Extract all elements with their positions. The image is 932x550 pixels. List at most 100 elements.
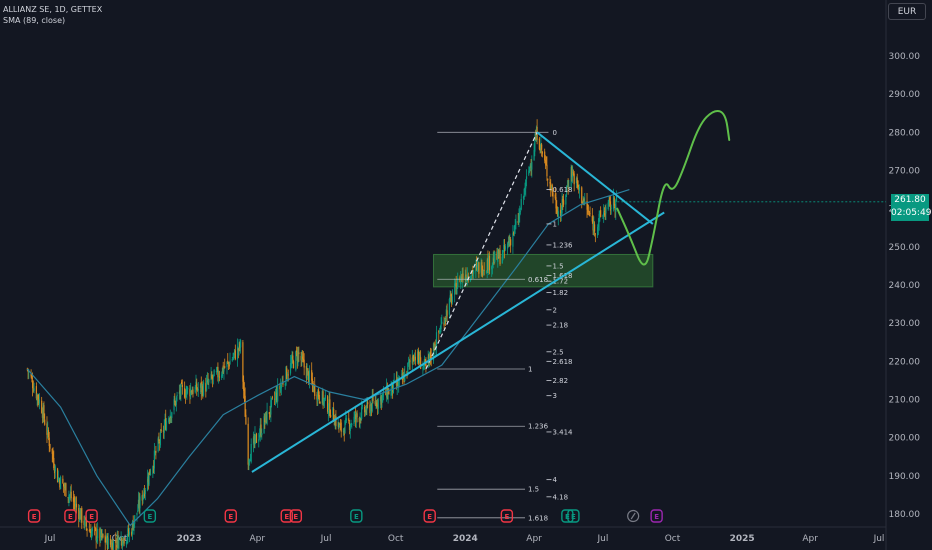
candle-body <box>533 150 535 161</box>
candle-body <box>127 528 129 538</box>
candle-body <box>54 466 56 472</box>
candle <box>504 243 506 252</box>
earnings-icon-letter: E <box>68 513 73 521</box>
candle <box>544 148 546 164</box>
candle <box>279 382 281 397</box>
candle-body <box>476 264 478 266</box>
y-tick-label: 220.00 <box>889 357 921 367</box>
candle-body <box>370 405 372 414</box>
candle-body <box>147 478 149 483</box>
candle <box>266 402 268 426</box>
currency-button[interactable]: EUR <box>888 3 926 20</box>
candle-body <box>409 360 411 362</box>
candle <box>258 428 261 440</box>
candle-body <box>236 346 239 360</box>
candle-body <box>152 466 154 474</box>
candle <box>149 468 152 476</box>
candle-body <box>507 243 509 249</box>
candle <box>481 259 483 277</box>
candle-body <box>213 370 215 377</box>
candle-body <box>560 212 562 217</box>
candle <box>572 169 575 176</box>
candle-body <box>181 384 183 387</box>
candle-body <box>260 424 262 436</box>
candle <box>141 490 143 506</box>
candle-body <box>610 207 612 209</box>
symbol-title[interactable]: ALLIANZ SE, 1D, GETTEX <box>3 5 103 14</box>
candle-body <box>261 432 263 436</box>
last-price-value: 261.80 <box>894 195 926 205</box>
candle <box>507 236 509 248</box>
candle-body <box>380 395 382 405</box>
candle-body <box>153 450 155 469</box>
candle-body <box>412 356 414 360</box>
candle <box>529 163 531 172</box>
candle-body <box>131 521 134 534</box>
candle-body <box>433 343 435 351</box>
candle-body <box>321 390 323 404</box>
candle-body <box>105 540 107 542</box>
earnings-icon <box>500 509 514 523</box>
candle-body <box>608 199 610 203</box>
earnings-icon <box>64 509 77 523</box>
candle <box>68 490 70 507</box>
x-tick-label: 2024 <box>453 534 478 544</box>
candle <box>587 203 589 215</box>
y-tick-label: 270.00 <box>889 167 921 177</box>
candle-body <box>371 397 373 412</box>
candle <box>243 375 245 399</box>
candle <box>375 395 377 410</box>
candle <box>350 419 352 428</box>
candle <box>333 402 335 422</box>
candle <box>191 386 193 395</box>
candle-body <box>301 354 303 360</box>
candle-body <box>528 170 530 175</box>
candle-body <box>143 490 146 497</box>
candle <box>407 356 410 367</box>
candle <box>290 354 292 369</box>
candle <box>477 260 479 272</box>
sma-legend[interactable]: SMA (89, close) <box>3 16 66 25</box>
candle <box>146 469 149 492</box>
candle-body <box>582 201 584 202</box>
candle-body <box>160 429 162 432</box>
candle <box>486 257 488 279</box>
candle <box>555 192 557 214</box>
candle <box>460 274 463 283</box>
candle <box>397 377 399 387</box>
candle-body <box>445 309 447 321</box>
candle-body <box>393 379 395 381</box>
candle-body <box>609 201 612 211</box>
candle <box>200 376 202 401</box>
candle <box>298 346 300 362</box>
candle-body <box>438 330 441 332</box>
candle <box>297 347 299 367</box>
candle-body <box>258 439 260 442</box>
candle-body <box>243 380 245 391</box>
candle-body <box>49 443 51 449</box>
candle-body <box>571 166 573 177</box>
candle-body <box>181 381 183 384</box>
candle <box>438 327 441 335</box>
candle <box>221 367 224 378</box>
earnings-icon <box>143 509 157 523</box>
candle-body <box>201 385 203 391</box>
candle <box>499 245 501 266</box>
candle-body <box>38 397 40 404</box>
candle-body <box>520 198 522 210</box>
candle-body <box>277 386 279 402</box>
candle-body <box>197 388 199 391</box>
candle <box>589 206 591 217</box>
candle <box>456 286 458 295</box>
candle <box>242 339 244 389</box>
candle-body <box>349 426 351 431</box>
candle-body <box>572 172 574 178</box>
candle-body <box>551 184 553 193</box>
candle <box>419 350 421 364</box>
candle <box>190 382 192 400</box>
candle-body <box>32 388 34 392</box>
candle <box>575 176 578 188</box>
candle-body <box>599 211 601 216</box>
candle-body <box>376 404 379 407</box>
